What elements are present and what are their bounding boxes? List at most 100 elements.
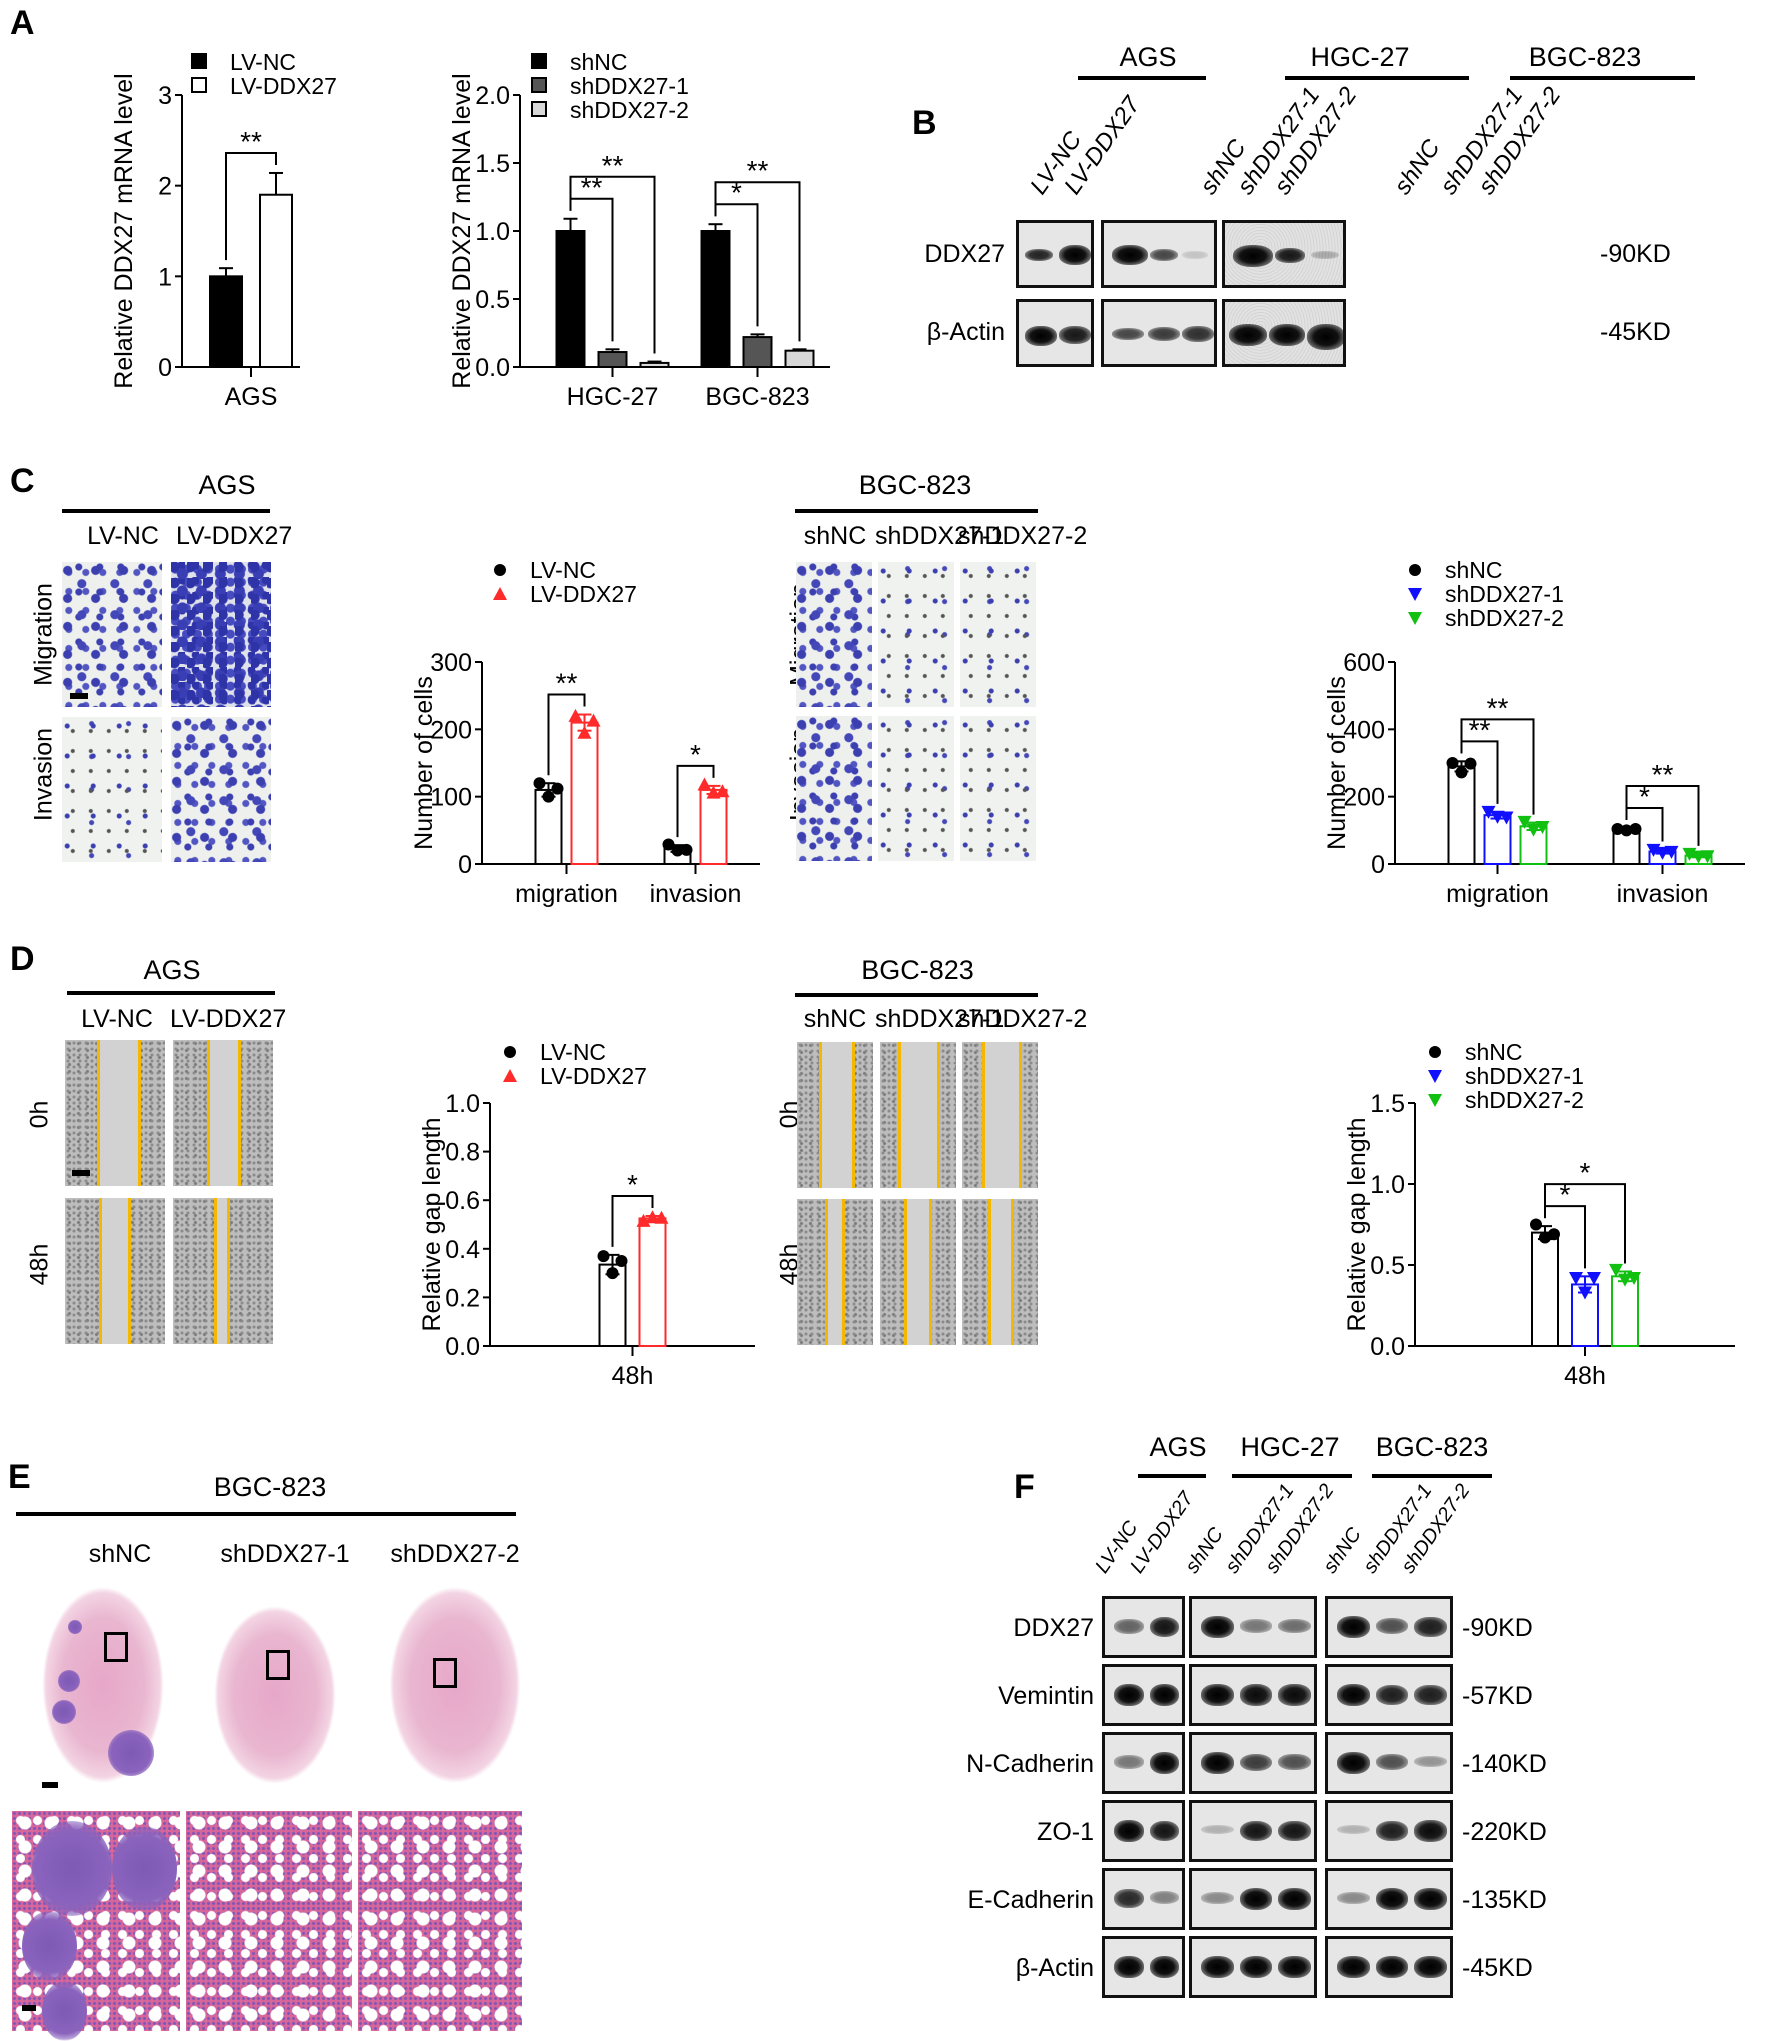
blot-row-label: β-Actin xyxy=(926,318,1005,346)
magnified-lung-shnc xyxy=(12,1811,180,2041)
svg-text:Relative DDX27 mRNA level: Relative DDX27 mRNA level xyxy=(110,73,138,388)
svg-text:1.0: 1.0 xyxy=(475,218,510,246)
group-label-hgc27: HGC-27 xyxy=(1310,42,1410,72)
wound-image-48h-shnc xyxy=(797,1199,873,1345)
micrograph-migration-lv-ddx27 xyxy=(171,562,271,707)
blot-row-label: N-Cadherin xyxy=(966,1750,1094,1778)
molecular-weight: -135KD xyxy=(1462,1886,1547,1914)
svg-text:Number of cells: Number of cells xyxy=(410,676,438,850)
scale-bar xyxy=(72,1170,90,1176)
blot-zo-1-bgc823 xyxy=(1325,1800,1453,1862)
svg-text:**: ** xyxy=(747,155,769,186)
svg-text:*: * xyxy=(1580,1157,1591,1188)
svg-text:600: 600 xyxy=(1343,649,1385,677)
svg-text:*: * xyxy=(1560,1179,1571,1210)
blot--actin-ags xyxy=(1102,1936,1185,1998)
whole-lung-shddx27-2 xyxy=(385,1580,525,1790)
svg-text:200: 200 xyxy=(430,716,472,744)
blot-ddx27-hgc27 xyxy=(1101,220,1217,288)
svg-text:Relative gap length: Relative gap length xyxy=(418,1117,446,1331)
column-label: shNC xyxy=(803,1005,867,1033)
lane-label: shNC xyxy=(1389,134,1446,200)
svg-text:400: 400 xyxy=(1343,716,1385,744)
blot-e-cadherin-ags xyxy=(1102,1868,1185,1930)
whole-lung-shddx27-1 xyxy=(210,1600,340,1790)
blot-zo-1-ags xyxy=(1102,1800,1185,1862)
blot-e-cadherin-bgc823 xyxy=(1325,1868,1453,1930)
column-label: shDDX27-1 xyxy=(220,1540,350,1568)
blot-n-cadherin-ags xyxy=(1102,1732,1185,1794)
wound-image-48h-shddx27-2 xyxy=(962,1199,1038,1345)
blot-ddx27-hgc27 xyxy=(1189,1596,1317,1658)
wound-image-48h-lv-nc xyxy=(65,1198,165,1344)
wound-image-0h-shnc xyxy=(797,1042,873,1188)
svg-text:**: ** xyxy=(240,126,262,157)
svg-text:Relative DDX27 mRNA level: Relative DDX27 mRNA level xyxy=(448,73,476,388)
whole-lung-shnc xyxy=(38,1580,168,1790)
panel-label-d: D xyxy=(10,940,35,978)
blot-n-cadherin-bgc823 xyxy=(1325,1732,1453,1794)
wound-image-48h-lv-ddx27 xyxy=(173,1198,273,1344)
blot-ddx27-ags xyxy=(1102,1596,1185,1658)
svg-text:shDDX27-1: shDDX27-1 xyxy=(570,73,689,99)
svg-text:0.0: 0.0 xyxy=(475,354,510,382)
micrograph-migration-shddx27-1 xyxy=(878,562,954,707)
scale-bar xyxy=(22,2005,36,2011)
cell-line-title: BGC-823 xyxy=(858,470,972,500)
micrograph-migration-shnc xyxy=(796,562,872,707)
wound-image-0h-shddx27-1 xyxy=(880,1042,956,1188)
blot-row-label: β-Actin xyxy=(1015,1954,1094,1982)
panel-label-b: B xyxy=(912,104,937,142)
svg-text:3: 3 xyxy=(158,82,172,110)
svg-text:shDDX27-1: shDDX27-1 xyxy=(1465,1063,1584,1089)
micrograph-migration-shddx27-2 xyxy=(960,562,1036,707)
group-label-ags: AGS xyxy=(1149,1432,1207,1462)
row-label: 0h xyxy=(25,1100,54,1129)
blot-e-cadherin-hgc27 xyxy=(1189,1868,1317,1930)
blot-vemintin-bgc823 xyxy=(1325,1664,1453,1726)
molecular-weight: -45KD xyxy=(1600,318,1671,346)
molecular-weight: -45KD xyxy=(1462,1954,1533,1982)
cell-line-title: BGC-823 xyxy=(213,1472,327,1502)
micrograph-invasion-shddx27-2 xyxy=(960,716,1036,861)
blot-vemintin-ags xyxy=(1102,1664,1185,1726)
column-label: shDDX27-1 xyxy=(875,1005,1005,1033)
molecular-weight: -90KD xyxy=(1462,1614,1533,1642)
svg-text:2: 2 xyxy=(158,173,172,201)
svg-text:1: 1 xyxy=(158,263,172,291)
row-label: 48h xyxy=(25,1243,54,1286)
svg-text:shNC: shNC xyxy=(1465,1039,1523,1065)
svg-text:shDDX27-2: shDDX27-2 xyxy=(1465,1087,1584,1113)
scale-bar xyxy=(42,1782,58,1788)
svg-text:Number of cells: Number of cells xyxy=(1325,676,1351,850)
svg-text:0.5: 0.5 xyxy=(475,286,510,314)
svg-text:0.2: 0.2 xyxy=(445,1284,480,1312)
group-label-bgc823: BGC-823 xyxy=(1375,1432,1489,1462)
blot-actin-ags xyxy=(1016,299,1094,367)
column-label: shNC xyxy=(803,522,867,550)
svg-text:LV-DDX27: LV-DDX27 xyxy=(530,581,637,607)
svg-text:0.0: 0.0 xyxy=(1370,1333,1405,1361)
wound-image-0h-lv-nc xyxy=(65,1040,165,1186)
cell-line-title: BGC-823 xyxy=(861,955,974,985)
column-label: LV-DDX27 xyxy=(176,522,293,550)
blot-row-label: DDX27 xyxy=(924,240,1005,268)
molecular-weight: -90KD xyxy=(1600,240,1671,268)
svg-text:**: ** xyxy=(581,172,603,203)
panel-label-f: F xyxy=(1014,1468,1035,1506)
svg-text:LV-NC: LV-NC xyxy=(230,49,296,75)
blot-zo-1-hgc27 xyxy=(1189,1800,1317,1862)
svg-text:0.0: 0.0 xyxy=(445,1333,480,1361)
svg-text:0: 0 xyxy=(1371,851,1385,879)
panel-label-a: A xyxy=(10,4,35,42)
cell-line-title: AGS xyxy=(143,955,201,985)
svg-text:**: ** xyxy=(1487,692,1509,723)
svg-text:Relative gap length: Relative gap length xyxy=(1343,1117,1371,1331)
svg-text:BGC-823: BGC-823 xyxy=(705,383,809,411)
blot-ddx27-bgc823 xyxy=(1325,1596,1453,1658)
chart-ddx27-mrna-ags: 0 1 2 3 Relative DDX27 mRNA level AGS ** LV-NCL… xyxy=(110,49,337,411)
